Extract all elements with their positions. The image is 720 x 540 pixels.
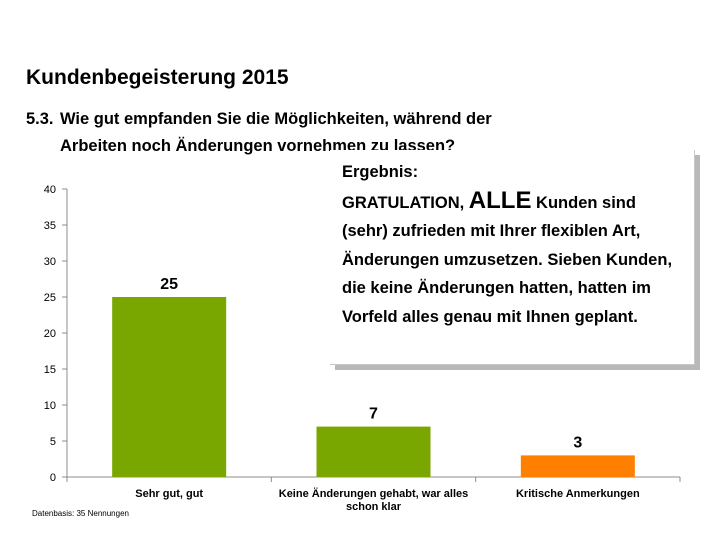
bar-value-label: 7 — [369, 406, 378, 423]
bar — [520, 455, 635, 477]
callout-heading: Ergebnis: — [342, 163, 419, 181]
y-tick-label: 35 — [44, 220, 56, 232]
bar — [112, 297, 227, 477]
y-tick-label: 5 — [50, 436, 56, 448]
question-number: 5.3. — [26, 110, 54, 128]
page-title: Kundenbegeisterung 2015 — [26, 66, 289, 89]
callout-emphasis: ALLE — [468, 186, 532, 214]
question-line-1: Wie gut empfanden Sie die Möglichkeiten,… — [60, 110, 492, 128]
x-category-label: Kritische Anmerkungen — [516, 488, 640, 500]
y-tick-label: 30 — [44, 256, 56, 268]
result-callout: Ergebnis: GRATULATION, ALLE Kunden sind … — [330, 150, 695, 365]
bar — [316, 426, 431, 477]
y-tick-label: 0 — [50, 472, 56, 484]
x-category-label: Sehr gut, gut — [135, 488, 203, 500]
callout-rest: (sehr) zufrieden mit Ihrer flexiblen Art… — [342, 222, 673, 326]
y-tick-label: 10 — [44, 400, 56, 412]
callout-line-1: Kunden sind — [531, 193, 636, 212]
y-tick-label: 40 — [44, 184, 56, 196]
callout-lead: GRATULATION, — [342, 193, 469, 212]
y-tick-label: 15 — [44, 364, 56, 376]
y-tick-label: 20 — [44, 328, 56, 340]
x-category-label: Keine Änderungen gehabt, war alles — [279, 487, 469, 500]
x-category-label: schon klar — [346, 501, 402, 513]
callout-body: GRATULATION, ALLE Kunden sind (sehr) zuf… — [342, 187, 684, 332]
bar-value-label: 25 — [160, 276, 178, 293]
data-source-note: Datenbasis: 35 Nennungen — [32, 509, 129, 518]
bar-value-label: 3 — [573, 434, 582, 451]
y-tick-label: 25 — [44, 292, 56, 304]
